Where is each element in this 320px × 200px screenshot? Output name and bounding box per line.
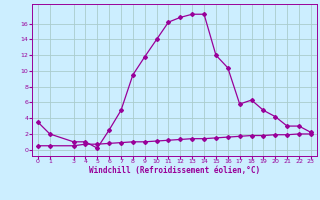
X-axis label: Windchill (Refroidissement éolien,°C): Windchill (Refroidissement éolien,°C): [89, 166, 260, 175]
